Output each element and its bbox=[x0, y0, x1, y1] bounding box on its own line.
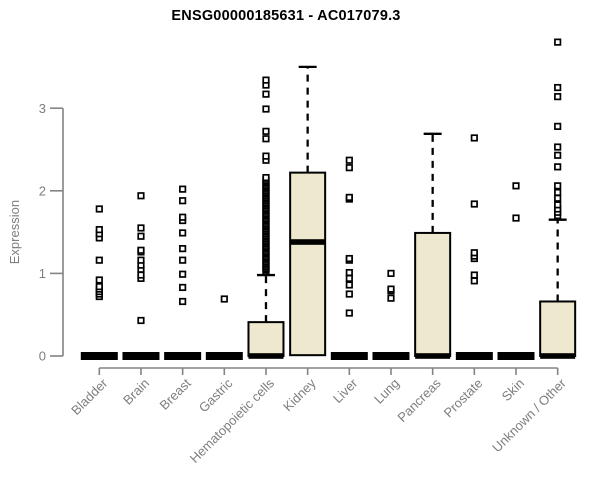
outlier-point-gastric bbox=[220, 295, 228, 303]
outlier-point-liver bbox=[345, 309, 353, 317]
outlier-point-bladder bbox=[95, 205, 103, 213]
box-hematopoietic-cells bbox=[247, 321, 285, 358]
outlier-point-breast bbox=[179, 256, 187, 264]
outlier-point-brain bbox=[137, 192, 145, 200]
outlier-point-unknown-other bbox=[554, 93, 562, 101]
x-tick-label-prostate: Prostate bbox=[441, 376, 486, 421]
outlier-point-unknown-other bbox=[554, 122, 562, 130]
outlier-point-prostate bbox=[470, 271, 478, 279]
collapsed-box-prostate bbox=[455, 352, 493, 360]
collapsed-box-gastric bbox=[205, 352, 243, 360]
x-tick-label-gastric: Gastric bbox=[196, 375, 236, 415]
outlier-point-brain bbox=[137, 224, 145, 232]
outlier-point-unknown-other bbox=[554, 182, 562, 190]
outlier-point-unknown-other bbox=[554, 151, 562, 159]
outlier-point-breast bbox=[179, 213, 187, 221]
outlier-point-hematopoietic-cells bbox=[262, 152, 270, 160]
y-tick-label-0: 0 bbox=[39, 349, 46, 364]
outlier-point-unknown-other bbox=[554, 188, 562, 197]
outlier-point-hematopoietic-cells bbox=[262, 173, 270, 182]
outlier-point-breast bbox=[179, 197, 187, 205]
outlier-point-liver bbox=[345, 164, 353, 172]
collapsed-box-brain bbox=[122, 352, 160, 360]
x-tick-label-skin: Skin bbox=[499, 376, 527, 404]
outlier-point-liver bbox=[345, 193, 353, 202]
x-tick-label-brain: Brain bbox=[120, 376, 152, 408]
x-tick-label-kidney: Kidney bbox=[280, 375, 319, 414]
outlier-point-bladder bbox=[95, 283, 103, 291]
outlier-point-brain bbox=[137, 232, 145, 240]
outlier-point-lung bbox=[387, 285, 395, 293]
outlier-point-hematopoietic-cells bbox=[262, 127, 270, 135]
outlier-point-hematopoietic-cells bbox=[262, 76, 270, 84]
outlier-point-skin bbox=[512, 182, 520, 190]
outlier-point-breast bbox=[179, 185, 187, 193]
outlier-point-unknown-other bbox=[554, 201, 562, 209]
outlier-point-breast bbox=[179, 270, 187, 278]
outlier-point-hematopoietic-cells bbox=[262, 135, 270, 143]
outlier-point-bladder bbox=[95, 256, 103, 264]
outlier-point-bladder bbox=[95, 276, 103, 284]
outlier-point-lung bbox=[387, 294, 395, 302]
collapsed-box-liver bbox=[330, 352, 368, 360]
y-tick-label-3: 3 bbox=[39, 101, 46, 116]
x-tick-label-bladder: Bladder bbox=[68, 375, 111, 418]
outlier-point-brain bbox=[137, 316, 145, 325]
outlier-point-prostate bbox=[470, 134, 478, 142]
x-tick-label-breast: Breast bbox=[157, 375, 194, 412]
outlier-point-liver bbox=[345, 268, 353, 277]
x-tick-label-pancreas: Pancreas bbox=[394, 375, 444, 425]
outlier-point-liver bbox=[345, 290, 353, 298]
outlier-point-prostate bbox=[470, 277, 478, 285]
box-unknown-other bbox=[539, 300, 577, 358]
outlier-point-hematopoietic-cells bbox=[262, 105, 270, 113]
outlier-point-unknown-other bbox=[554, 38, 562, 46]
outlier-point-liver bbox=[345, 254, 353, 263]
x-tick-label-liver: Liver bbox=[330, 375, 361, 406]
outlier-point-unknown-other bbox=[554, 143, 562, 151]
x-tick-label-lung: Lung bbox=[371, 376, 402, 407]
outlier-point-liver bbox=[345, 281, 353, 289]
median-line-hematopoietic-cells bbox=[248, 353, 284, 359]
box-kidney bbox=[289, 171, 327, 357]
y-tick-label-1: 1 bbox=[39, 266, 46, 281]
median-line-unknown-other bbox=[540, 353, 576, 359]
outlier-point-prostate bbox=[470, 200, 478, 208]
y-axis-title: Expression bbox=[7, 200, 22, 264]
median-line-pancreas bbox=[415, 353, 451, 359]
outlier-point-breast bbox=[179, 297, 187, 306]
outlier-point-breast bbox=[179, 245, 187, 253]
outlier-point-brain bbox=[137, 246, 145, 254]
collapsed-box-breast bbox=[164, 352, 202, 360]
outlier-point-unknown-other bbox=[554, 163, 562, 171]
collapsed-box-skin bbox=[497, 352, 535, 360]
outlier-point-skin bbox=[512, 214, 520, 222]
collapsed-box-bladder bbox=[80, 352, 118, 360]
outlier-point-unknown-other bbox=[554, 194, 562, 202]
chart-title: ENSG00000185631 - AC017079.3 bbox=[171, 8, 401, 24]
outlier-point-unknown-other bbox=[554, 83, 562, 92]
outlier-point-breast bbox=[179, 229, 187, 237]
median-line-kidney bbox=[290, 239, 326, 245]
outlier-point-breast bbox=[179, 283, 187, 292]
outlier-point-bladder bbox=[95, 226, 103, 234]
outlier-point-brain bbox=[137, 271, 145, 279]
x-tick-label-unknown-other: Unknown / Other bbox=[489, 375, 569, 455]
outlier-point-prostate bbox=[470, 249, 478, 257]
outlier-point-hematopoietic-cells bbox=[262, 90, 270, 98]
outlier-point-liver bbox=[345, 156, 353, 164]
y-tick-label-2: 2 bbox=[39, 183, 46, 198]
outlier-point-lung bbox=[387, 269, 395, 277]
collapsed-box-lung bbox=[372, 352, 410, 360]
outlier-point-brain bbox=[137, 256, 145, 264]
box-pancreas bbox=[414, 231, 452, 357]
outlier-point-liver bbox=[345, 274, 353, 282]
